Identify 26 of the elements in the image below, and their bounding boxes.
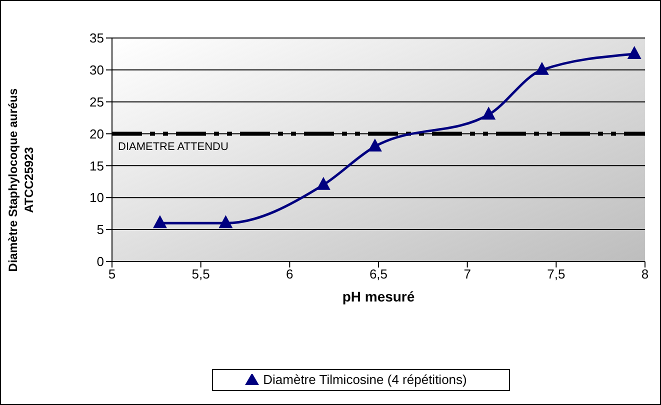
x-tick-label: 6,5 (369, 266, 388, 282)
point (627, 46, 642, 59)
x-tick-label: 8 (641, 266, 649, 282)
y-tick-label: 25 (90, 94, 104, 110)
y-tick-label: 10 (90, 190, 104, 206)
x-tick-label: 5 (108, 266, 116, 282)
y-axis-title: Diamètre Staphylocoque auréus ATCC25923 (5, 87, 37, 274)
legend-label: Diamètre Tilmicosine (4 répétitions) (263, 372, 467, 388)
point (534, 62, 549, 75)
y-tick-label: 30 (90, 62, 104, 78)
y-tick-label: 15 (90, 158, 104, 174)
x-tick-label: 7 (464, 266, 471, 282)
y-tick-label: 5 (96, 222, 104, 238)
point (316, 176, 330, 190)
x-tick-label: 6 (286, 266, 294, 282)
point (368, 138, 382, 152)
x-tick-label: 5,5 (192, 266, 210, 282)
point (218, 215, 233, 228)
y-tick-label: 0 (96, 254, 104, 270)
ref-line-label: DIAMETRE ATTENDU (118, 140, 228, 153)
x-axis-title: pH mesuré (342, 288, 415, 304)
point (152, 215, 167, 228)
y-tick-label: 20 (90, 126, 104, 142)
x-tick-label: 7,5 (547, 266, 566, 282)
y-tick-label: 35 (90, 30, 104, 46)
point (482, 106, 496, 120)
